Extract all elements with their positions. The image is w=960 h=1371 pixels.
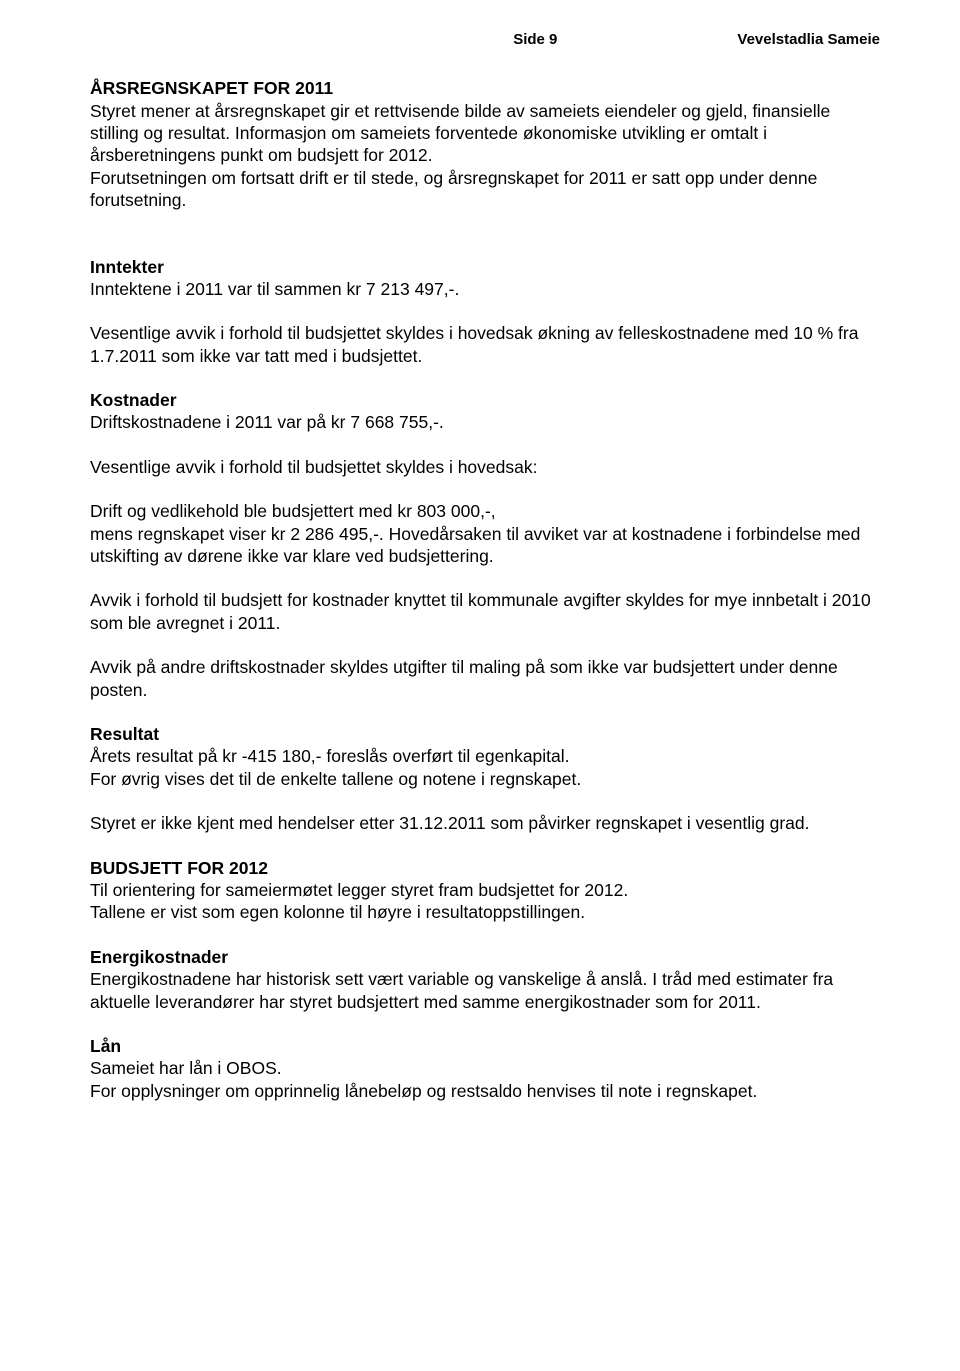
energi-para-1: Energikostnadene har historisk sett vært… — [90, 968, 880, 1013]
lan-para-1: Sameiet har lån i OBOS. — [90, 1057, 880, 1079]
inntekter-para-2: Vesentlige avvik i forhold til budsjette… — [90, 322, 880, 367]
inntekter-heading: Inntekter — [90, 256, 880, 278]
kostnader-para-4: mens regnskapet viser kr 2 286 495,-. Ho… — [90, 523, 880, 568]
resultat-para-1: Årets resultat på kr -415 180,- foreslås… — [90, 745, 880, 767]
section-energi: Energikostnader Energikostnadene har his… — [90, 946, 880, 1013]
page-header: Side 9 Vevelstadlia Sameie — [90, 30, 880, 49]
section-inntekter: Inntekter Inntektene i 2011 var til samm… — [90, 256, 880, 368]
kostnader-para-3: Drift og vedlikehold ble budsjettert med… — [90, 500, 880, 522]
lan-heading: Lån — [90, 1035, 880, 1057]
budsjett-para-2: Tallene er vist som egen kolonne til høy… — [90, 901, 880, 923]
kostnader-para-5: Avvik i forhold til budsjett for kostnad… — [90, 589, 880, 634]
kostnader-heading: Kostnader — [90, 389, 880, 411]
resultat-para-2: For øvrig vises det til de enkelte talle… — [90, 768, 880, 790]
budsjett-para-1: Til orientering for sameiermøtet legger … — [90, 879, 880, 901]
kostnader-para-2: Vesentlige avvik i forhold til budsjette… — [90, 456, 880, 478]
section-budsjett: BUDSJETT FOR 2012 Til orientering for sa… — [90, 857, 880, 924]
section-resultat: Resultat Årets resultat på kr -415 180,-… — [90, 723, 880, 835]
resultat-heading: Resultat — [90, 723, 880, 745]
arsregnskap-heading: ÅRSREGNSKAPET FOR 2011 — [90, 77, 880, 99]
arsregnskap-para-1: Styret mener at årsregnskapet gir et ret… — [90, 100, 880, 167]
section-lan: Lån Sameiet har lån i OBOS. For opplysni… — [90, 1035, 880, 1102]
resultat-para-3: Styret er ikke kjent med hendelser etter… — [90, 812, 880, 834]
arsregnskap-para-2: Forutsetningen om fortsatt drift er til … — [90, 167, 880, 212]
page-number: Side 9 — [513, 30, 557, 49]
energi-heading: Energikostnader — [90, 946, 880, 968]
document-title: Vevelstadlia Sameie — [737, 30, 880, 49]
lan-para-2: For opplysninger om opprinnelig lånebelø… — [90, 1080, 880, 1102]
inntekter-para-1: Inntektene i 2011 var til sammen kr 7 21… — [90, 278, 880, 300]
kostnader-para-6: Avvik på andre driftskostnader skyldes u… — [90, 656, 880, 701]
budsjett-heading: BUDSJETT FOR 2012 — [90, 857, 880, 879]
section-kostnader: Kostnader Driftskostnadene i 2011 var på… — [90, 389, 880, 701]
section-arsregnskap: ÅRSREGNSKAPET FOR 2011 Styret mener at å… — [90, 77, 880, 211]
kostnader-para-1: Driftskostnadene i 2011 var på kr 7 668 … — [90, 411, 880, 433]
